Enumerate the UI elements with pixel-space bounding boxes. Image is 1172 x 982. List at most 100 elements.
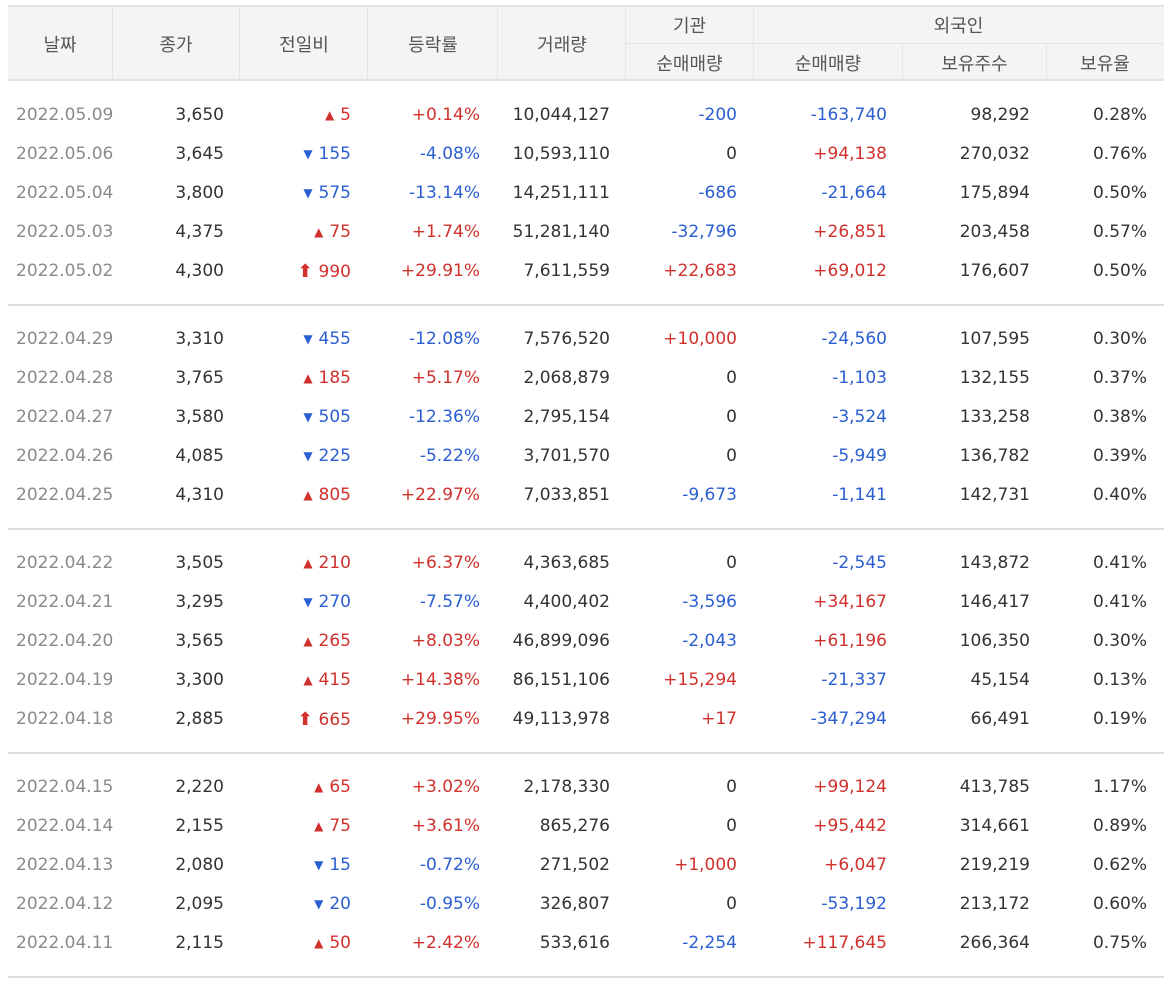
volume-cell: 2,795,154 [523,407,610,427]
table-row: 2022.05.02 4,300 ⬆ 990 +29.91% 7,611,559 +22,6… [8,252,1164,291]
header-divider [753,7,754,81]
close-cell: 2,115 [175,933,224,953]
volume-cell: 51,281,140 [512,222,610,242]
table-row: 2022.04.28 3,765 ▲ 185 +5.17% 2,068,879 0 -1,10… [8,359,1164,398]
up-triangle-icon: ▲ [303,488,313,502]
date-cell: 2022.05.03 [16,222,114,242]
rate-cell: +2.42% [411,933,480,953]
diff-cell: ⬆ 665 [248,700,351,739]
close-cell: 4,300 [175,261,224,281]
diff-value: 75 [329,816,351,836]
diff-cell: ▼ 20 [248,885,351,924]
close-cell: 4,375 [175,222,224,242]
close-cell: 2,095 [175,894,224,914]
table-row: 2022.04.29 3,310 ▼ 455 -12.08% 7,576,520 +10,0… [8,320,1164,359]
header-close: 종가 [159,35,193,56]
down-triangle-icon: ▼ [303,147,313,161]
rate-cell: +8.03% [411,631,480,651]
close-cell: 3,565 [175,631,224,651]
date-cell: 2022.04.19 [16,670,114,690]
foreigner-net-cell: -2,545 [832,553,887,573]
date-cell: 2022.05.02 [16,261,114,281]
close-cell: 3,295 [175,592,224,612]
diff-value: 5 [340,105,351,125]
close-cell: 3,310 [175,329,224,349]
diff-cell: ▼ 155 [248,135,351,174]
date-cell: 2022.05.04 [16,183,114,203]
diff-cell: ▲ 50 [248,924,351,963]
volume-cell: 2,068,879 [523,368,610,388]
institution-net-cell: 0 [726,446,737,466]
diff-value: 15 [329,855,351,875]
foreigner-ratio-cell: 0.50% [1092,261,1147,281]
institution-net-cell: +10,000 [663,329,737,349]
rate-cell: -4.08% [419,144,480,164]
table-row: 2022.04.27 3,580 ▼ 505 -12.36% 2,795,154 0 -3,5… [8,398,1164,437]
table-row: 2022.04.26 4,085 ▼ 225 -5.22% 3,701,570 0 -5,94… [8,437,1164,476]
diff-cell: ▼ 225 [248,437,351,476]
institution-net-cell: +17 [701,709,737,729]
volume-cell: 4,400,402 [523,592,610,612]
volume-cell: 2,178,330 [523,777,610,797]
date-cell: 2022.04.11 [16,933,114,953]
close-cell: 3,580 [175,407,224,427]
diff-cell: ▼ 270 [248,583,351,622]
foreigner-net-cell: +61,196 [813,631,887,651]
institution-net-cell: -686 [698,183,737,203]
foreigner-ratio-cell: 0.19% [1092,709,1147,729]
table-row: 2022.04.11 2,115 ▲ 50 +2.42% 533,616 -2,254 +11… [8,924,1164,963]
institution-net-cell: +22,683 [663,261,737,281]
header-divider [902,44,903,81]
down-triangle-icon: ▼ [303,449,313,463]
table-row: 2022.04.25 4,310 ▲ 805 +22.97% 7,033,851 -9,67… [8,476,1164,515]
diff-cell: ⬆ 990 [248,252,351,291]
up-triangle-icon: ▲ [324,108,335,122]
foreigner-ratio-cell: 0.28% [1092,105,1147,125]
institution-net-cell: -2,254 [682,933,737,953]
foreigner-holdings-cell: 142,731 [959,485,1030,505]
header-divider [367,7,368,81]
foreigner-ratio-cell: 0.30% [1092,631,1147,651]
close-cell: 3,800 [175,183,224,203]
header-divider [239,7,240,81]
institution-net-cell: -9,673 [682,485,737,505]
header-foreigner-ratio: 보유율 [1080,53,1130,75]
foreigner-ratio-cell: 0.57% [1092,222,1147,242]
table-row: 2022.04.13 2,080 ▼ 15 -0.72% 271,502 +1,000 +6,… [8,846,1164,885]
volume-cell: 326,807 [539,894,610,914]
diff-value: 665 [318,710,351,730]
volume-cell: 271,502 [539,855,610,875]
foreigner-ratio-cell: 0.30% [1092,329,1147,349]
date-cell: 2022.04.14 [16,816,114,836]
diff-value: 225 [318,446,351,466]
group-separator [8,528,1164,530]
foreigner-ratio-cell: 0.76% [1092,144,1147,164]
header-diff: 전일비 [279,35,329,56]
table-row: 2022.04.18 2,885 ⬆ 665 +29.95% 49,113,978 +17 -… [8,700,1164,739]
date-cell: 2022.04.18 [16,709,114,729]
volume-cell: 10,593,110 [512,144,610,164]
foreigner-ratio-cell: 0.50% [1092,183,1147,203]
foreigner-net-cell: +6,047 [824,855,887,875]
up-triangle-icon: ▲ [314,936,324,950]
diff-cell: ▲ 185 [248,359,351,398]
foreigner-holdings-cell: 219,219 [959,855,1030,875]
down-triangle-icon: ▼ [303,410,313,424]
diff-value: 990 [318,262,351,282]
diff-value: 210 [318,553,351,573]
header-divider [1046,44,1047,81]
close-cell: 2,885 [175,709,224,729]
table-row: 2022.04.19 3,300 ▲ 415 +14.38% 86,151,106 +15,… [8,661,1164,700]
foreigner-holdings-cell: 413,785 [959,777,1030,797]
table-row: 2022.04.12 2,095 ▼ 20 -0.95% 326,807 0 -53,192 2… [8,885,1164,924]
date-cell: 2022.04.29 [16,329,114,349]
close-cell: 2,155 [175,816,224,836]
header-foreigner-holdings: 보유주수 [941,53,1008,75]
rate-cell: +29.95% [400,709,480,729]
close-cell: 3,505 [175,553,224,573]
foreigner-ratio-cell: 0.37% [1092,368,1147,388]
date-cell: 2022.05.09 [16,105,114,125]
volume-cell: 14,251,111 [512,183,610,203]
diff-cell: ▲ 65 [248,768,351,807]
rate-cell: +5.17% [411,368,480,388]
